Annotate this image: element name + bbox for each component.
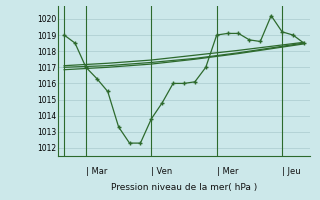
Text: | Mer: | Mer [217, 167, 238, 176]
Text: | Ven: | Ven [151, 167, 172, 176]
Text: | Mar: | Mar [86, 167, 107, 176]
Text: | Jeu: | Jeu [282, 167, 301, 176]
Text: Pression niveau de la mer( hPa ): Pression niveau de la mer( hPa ) [111, 183, 257, 192]
